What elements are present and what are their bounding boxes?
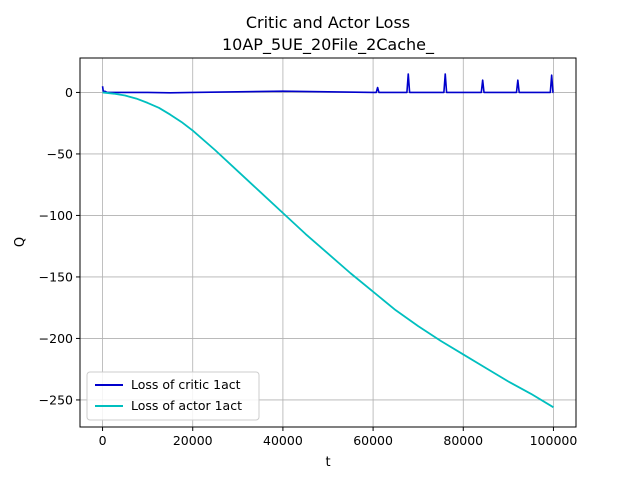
chart-subtitle: 10AP_5UE_20File_2Cache_	[222, 35, 435, 55]
legend: Loss of critic 1act Loss of actor 1act	[86, 371, 260, 421]
x-tick-label: 100000	[530, 433, 578, 448]
x-tick-label: 20000	[173, 433, 213, 448]
y-tick-label: −250	[39, 392, 73, 407]
y-axis-label: Q	[13, 237, 28, 247]
y-tick-label: −150	[39, 269, 73, 284]
legend-box	[86, 371, 260, 421]
axis-ticks: 0 20000 40000 60000 80000 100000 0 −50 −100 −150 −…	[39, 85, 578, 448]
series-line-critic	[101, 73, 554, 94]
chart-title: Critic and Actor Loss	[246, 13, 410, 32]
y-tick-label: −50	[47, 146, 73, 161]
y-tick-label: −100	[39, 208, 73, 223]
legend-label-actor: Loss of actor 1act	[131, 398, 242, 413]
y-tick-label: 0	[65, 85, 73, 100]
x-tick-label: 40000	[263, 433, 303, 448]
plot-frame	[79, 57, 577, 428]
y-tick-label: −200	[39, 331, 73, 346]
x-tick-label: 0	[99, 433, 107, 448]
x-tick-label: 80000	[443, 433, 483, 448]
series-line-actor	[102, 91, 554, 409]
x-tick-label: 60000	[353, 433, 393, 448]
plot-series	[101, 73, 554, 409]
x-axis-label: t	[325, 455, 330, 470]
grid	[80, 58, 576, 427]
legend-label-critic: Loss of critic 1act	[131, 377, 241, 392]
